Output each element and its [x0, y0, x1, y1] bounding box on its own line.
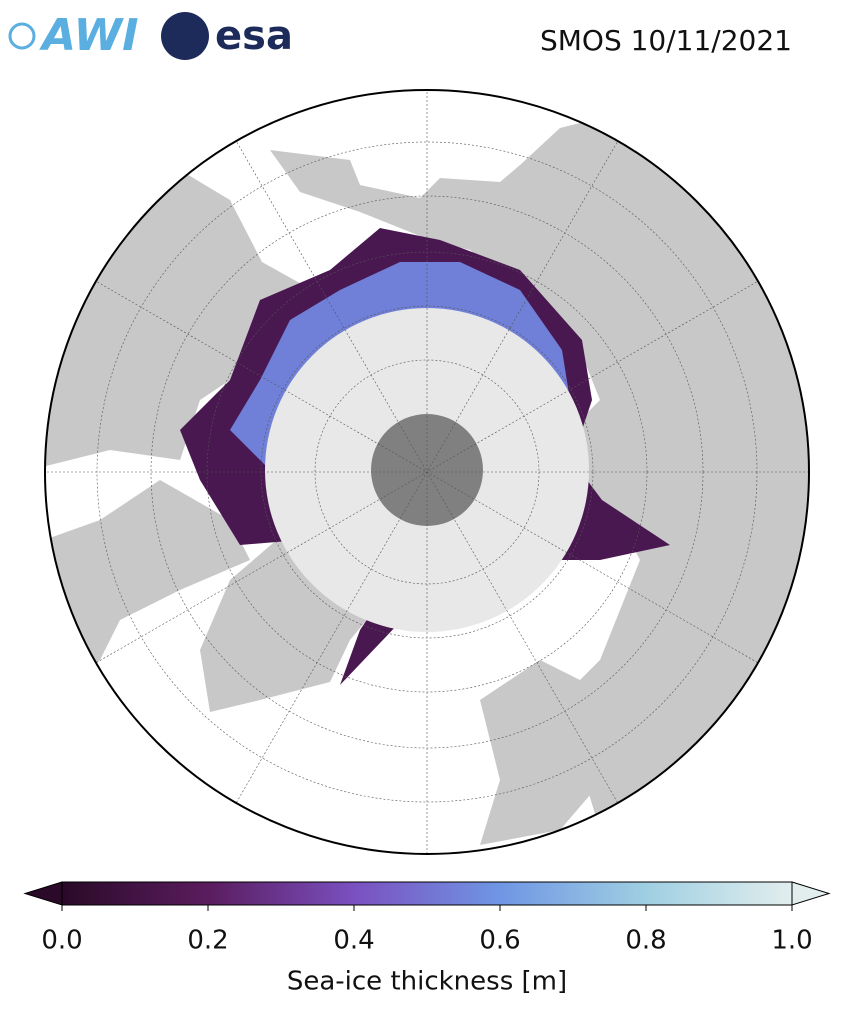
- land-scandinavia: [480, 660, 620, 845]
- colorbar-frame: [61, 881, 793, 906]
- logos: AWI esa: [8, 10, 293, 61]
- colorbar: 0.0 0.2 0.4 0.6 0.8 1.0: [23, 881, 831, 956]
- awi-icon: [8, 22, 36, 50]
- colorbar-tick-label: 0.4: [333, 926, 374, 956]
- awi-logo: AWI: [39, 10, 139, 61]
- colorbar-tick-label: 0.8: [625, 926, 666, 956]
- graticule: [45, 90, 809, 854]
- title: SMOS 10/11/2021: [540, 24, 792, 57]
- colorbar-tick-label: 1.0: [771, 926, 812, 956]
- map: [45, 90, 809, 854]
- map-boundary: [44, 89, 810, 855]
- colorbar-extend-min: [23, 881, 63, 906]
- esa-logo: esa: [215, 13, 293, 59]
- colorbar-gradient: [62, 882, 792, 905]
- colorbar-tick-label: 0.6: [479, 926, 520, 956]
- land-eurasia: [270, 118, 809, 830]
- colorbar-extend-max: [791, 881, 831, 906]
- esa-icon: [161, 12, 209, 60]
- colorbar-tick-label: 0.0: [41, 926, 82, 956]
- colorbar-label: Sea-ice thickness [m]: [287, 967, 567, 997]
- colorbar-tick-label: 0.2: [187, 926, 228, 956]
